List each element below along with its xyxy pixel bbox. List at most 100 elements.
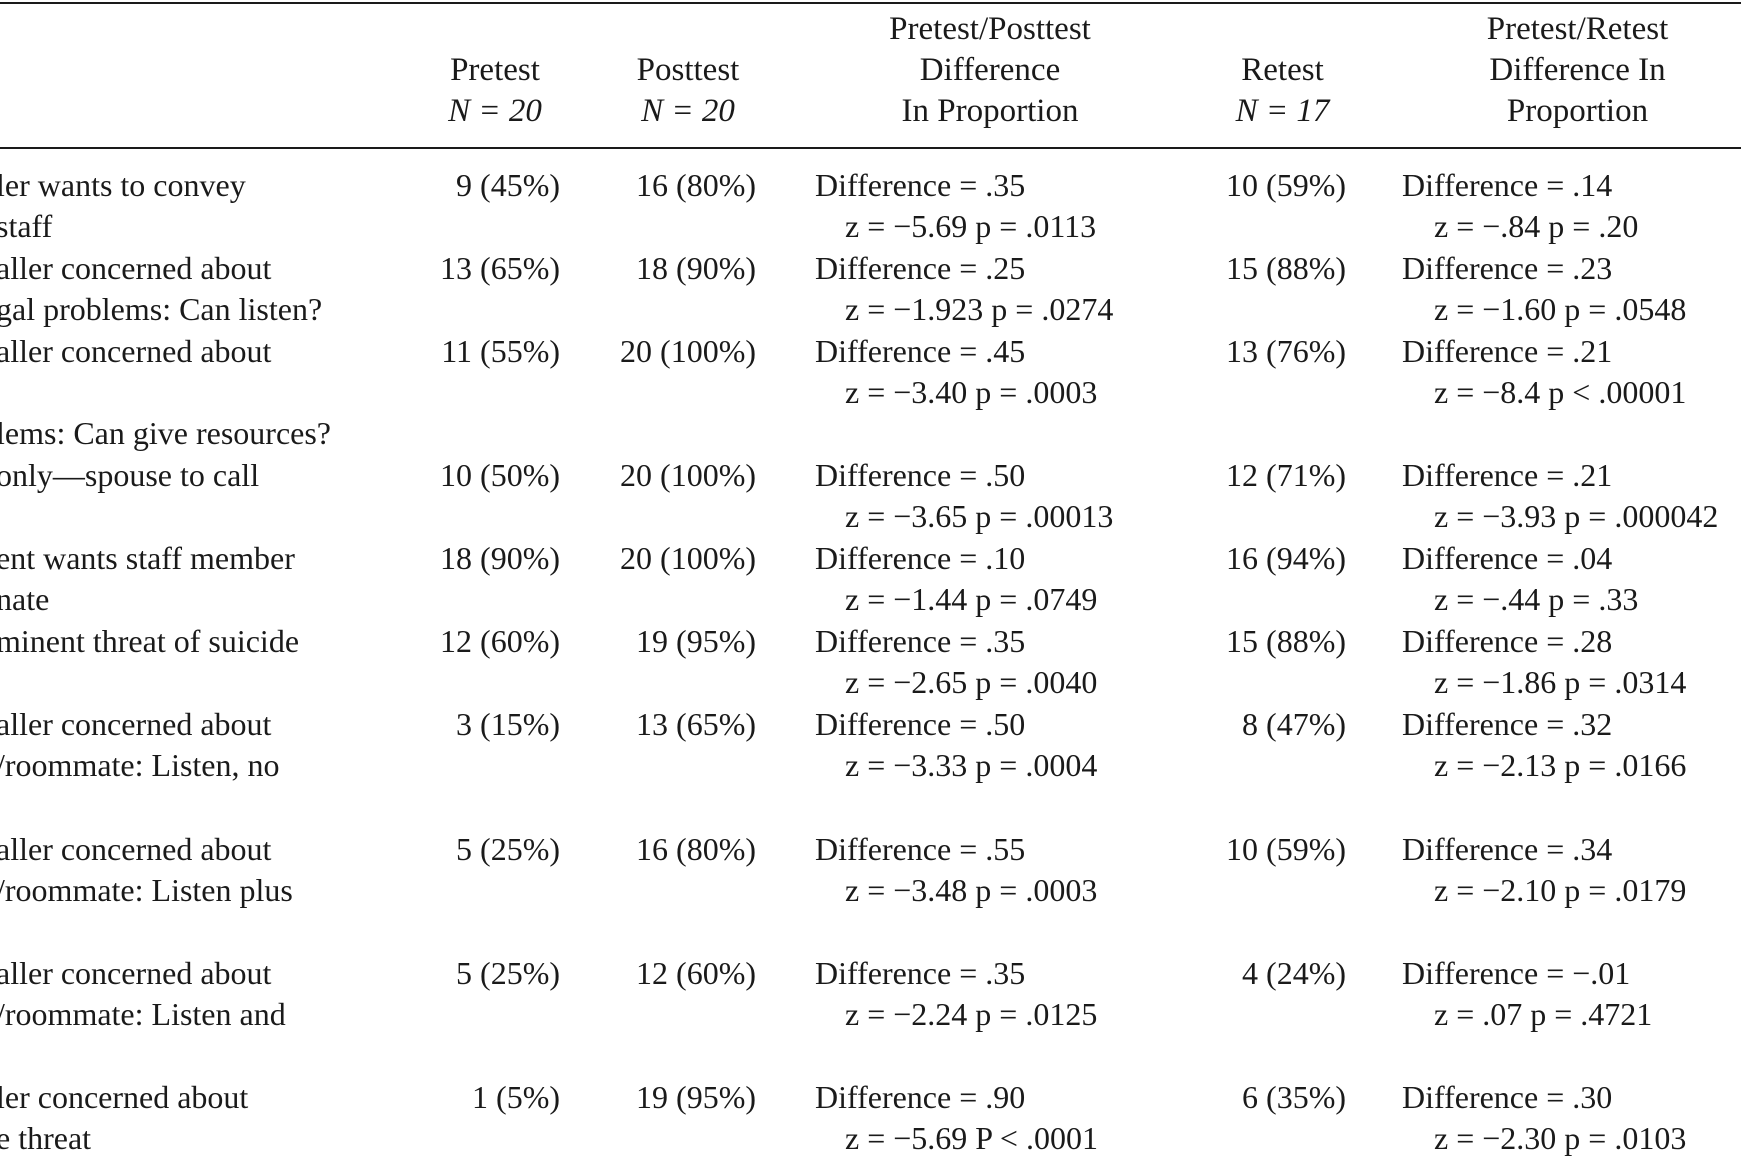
pre-post-difference: Difference = .10 z = −1.44 p = .0749 — [815, 538, 1097, 620]
row-label-line: /roommate: Listen and — [0, 996, 286, 1032]
pre-post-z-statistic: z = −3.40 p = .0003 — [845, 374, 1098, 410]
pre-retest-difference-value: Difference = .32 — [1402, 706, 1613, 742]
row-label: aller concerned about lems: Can give reso… — [0, 331, 331, 454]
header-retest-title: Retest — [1241, 52, 1324, 88]
header-pre-retest-line3: Proportion — [1506, 93, 1649, 129]
pre-retest-z-statistic: z = −.44 p = .33 — [1434, 581, 1639, 617]
pre-post-z-statistic: z = −2.24 p = .0125 — [845, 996, 1098, 1032]
retest-value: 12 (71%) — [1226, 457, 1346, 493]
row-label-line: staff — [0, 208, 53, 244]
pretest-value: 5 (25%) — [456, 955, 560, 991]
pre-post-difference-value: Difference = .45 — [815, 333, 1026, 369]
pre-retest-difference-value: Difference = .14 — [1402, 167, 1613, 203]
row-label: aller concerned about/roommate: Listen a… — [0, 953, 286, 1035]
row-label-line: only—spouse to call — [0, 457, 260, 493]
top-rule — [0, 2, 1741, 4]
header-pretest: Pretest N = 20 — [400, 50, 590, 132]
pre-post-difference: Difference = .35 z = −2.24 p = .0125 — [815, 953, 1097, 1035]
pre-post-difference: Difference = .35 z = −5.69 p = .0113 — [815, 165, 1096, 247]
posttest-value: 20 (100%) — [620, 540, 756, 576]
header-retest: Retest N = 17 — [1190, 50, 1375, 132]
row-label: aller concerned about/roommate: Listen, … — [0, 704, 280, 786]
retest-value: 6 (35%) — [1242, 1079, 1346, 1115]
pretest-value: 9 (45%) — [456, 167, 560, 203]
pre-retest-difference-value: Difference = .21 — [1402, 333, 1613, 369]
pre-post-z-statistic: z = −5.69 p = .0113 — [845, 208, 1097, 244]
header-pre-post-line3: In Proportion — [901, 93, 1079, 129]
pretest-value: 12 (60%) — [440, 623, 560, 659]
retest-value: 4 (24%) — [1242, 955, 1346, 991]
pre-post-difference-value: Difference = .50 — [815, 706, 1026, 742]
row-label: minent threat of suicide — [0, 621, 299, 662]
pre-post-z-statistic: z = −3.48 p = .0003 — [845, 872, 1098, 908]
pre-post-difference-value: Difference = .35 — [815, 623, 1026, 659]
row-label-line: e threat — [0, 1120, 92, 1156]
row-label-line: lems: Can give resources? — [0, 415, 331, 451]
row-label: ler concerned about e threat — [0, 1077, 248, 1159]
header-pre-retest-difference: Pretest/Retest Difference In Proportion — [1420, 9, 1735, 132]
pre-retest-difference: Difference = .32 z = −2.13 p = .0166 — [1402, 704, 1686, 786]
header-pre-retest-line2: Difference In — [1489, 52, 1666, 88]
header-rule — [0, 147, 1741, 149]
header-pre-post-line2: Difference — [919, 52, 1061, 88]
pre-post-difference-value: Difference = .50 — [815, 457, 1026, 493]
pre-post-difference: Difference = .90 z = −5.69 P < .0001 — [815, 1077, 1098, 1159]
row-label-line: /roommate: Listen, no — [0, 747, 280, 783]
row-label-line: gal problems: Can listen? — [0, 291, 323, 327]
pre-post-difference-value: Difference = .90 — [815, 1079, 1026, 1115]
retest-value: 16 (94%) — [1226, 540, 1346, 576]
row-label-line: nate — [0, 581, 50, 617]
pre-retest-z-statistic: z = −.84 p = .20 — [1434, 208, 1639, 244]
pre-post-z-statistic: z = −3.65 p = .00013 — [845, 498, 1114, 534]
header-pretest-title: Pretest — [450, 52, 540, 88]
pre-retest-z-statistic: z = −1.86 p = .0314 — [1434, 664, 1687, 700]
pre-retest-z-statistic: z = .07 p = .4721 — [1434, 996, 1653, 1032]
pre-retest-difference: Difference = −.01 z = .07 p = .4721 — [1402, 953, 1652, 1035]
posttest-value: 16 (80%) — [636, 167, 756, 203]
retest-value: 8 (47%) — [1242, 706, 1346, 742]
row-label: aller concerned about gal problems: Can l… — [0, 248, 322, 330]
row-label: ent wants staff member nate — [0, 538, 295, 620]
row-label-line: ler wants to convey — [0, 167, 246, 203]
pre-retest-difference-value: Difference = −.01 — [1402, 955, 1631, 991]
pre-retest-difference: Difference = .23 z = −1.60 p = .0548 — [1402, 248, 1686, 330]
header-retest-n: N = 17 — [1235, 93, 1330, 129]
row-label: only—spouse to call — [0, 455, 259, 496]
pre-post-z-statistic: z = −5.69 P < .0001 — [845, 1120, 1098, 1156]
pre-retest-difference: Difference = .21 z = −8.4 p < .00001 — [1402, 331, 1686, 413]
pre-retest-difference-value: Difference = .30 — [1402, 1079, 1613, 1115]
retest-value: 10 (59%) — [1226, 831, 1346, 867]
pre-retest-difference-value: Difference = .28 — [1402, 623, 1613, 659]
header-posttest: Posttest N = 20 — [590, 50, 786, 132]
pre-retest-difference: Difference = .04 z = −.44 p = .33 — [1402, 538, 1638, 620]
row-label-line — [0, 372, 331, 413]
pre-retest-difference: Difference = .30 z = −2.30 p = .0103 — [1402, 1077, 1686, 1159]
pre-post-difference-value: Difference = .25 — [815, 250, 1026, 286]
header-pre-retest-line1: Pretest/Retest — [1486, 11, 1669, 47]
header-pretest-n: N = 20 — [448, 93, 542, 129]
row-label-line: ent wants staff member — [0, 540, 295, 576]
pre-retest-difference-value: Difference = .34 — [1402, 831, 1613, 867]
pre-post-z-statistic: z = −2.65 p = .0040 — [845, 664, 1098, 700]
pre-retest-difference-value: Difference = .04 — [1402, 540, 1613, 576]
row-label: aller concerned about/roommate: Listen p… — [0, 829, 293, 911]
pre-retest-z-statistic: z = −1.60 p = .0548 — [1434, 291, 1687, 327]
retest-value: 13 (76%) — [1226, 333, 1346, 369]
posttest-value: 20 (100%) — [620, 333, 756, 369]
row-label-line: aller concerned about — [0, 955, 272, 991]
pre-post-z-statistic: z = −1.44 p = .0749 — [845, 581, 1098, 617]
row-label-line: /roommate: Listen plus — [0, 872, 293, 908]
pre-post-difference: Difference = .45 z = −3.40 p = .0003 — [815, 331, 1097, 413]
pre-retest-difference: Difference = .34 z = −2.10 p = .0179 — [1402, 829, 1686, 911]
pre-retest-difference-value: Difference = .21 — [1402, 457, 1613, 493]
row-label-line: ler concerned about — [0, 1079, 249, 1115]
pre-post-difference: Difference = .50 z = −3.65 p = .00013 — [815, 455, 1113, 537]
pretest-value: 13 (65%) — [440, 250, 560, 286]
posttest-value: 18 (90%) — [636, 250, 756, 286]
row-label-line: aller concerned about — [0, 831, 272, 867]
retest-value: 10 (59%) — [1226, 167, 1346, 203]
posttest-value: 19 (95%) — [636, 1079, 756, 1115]
pre-post-difference: Difference = .25 z = −1.923 p = .0274 — [815, 248, 1113, 330]
pre-post-difference: Difference = .35 z = −2.65 p = .0040 — [815, 621, 1097, 703]
